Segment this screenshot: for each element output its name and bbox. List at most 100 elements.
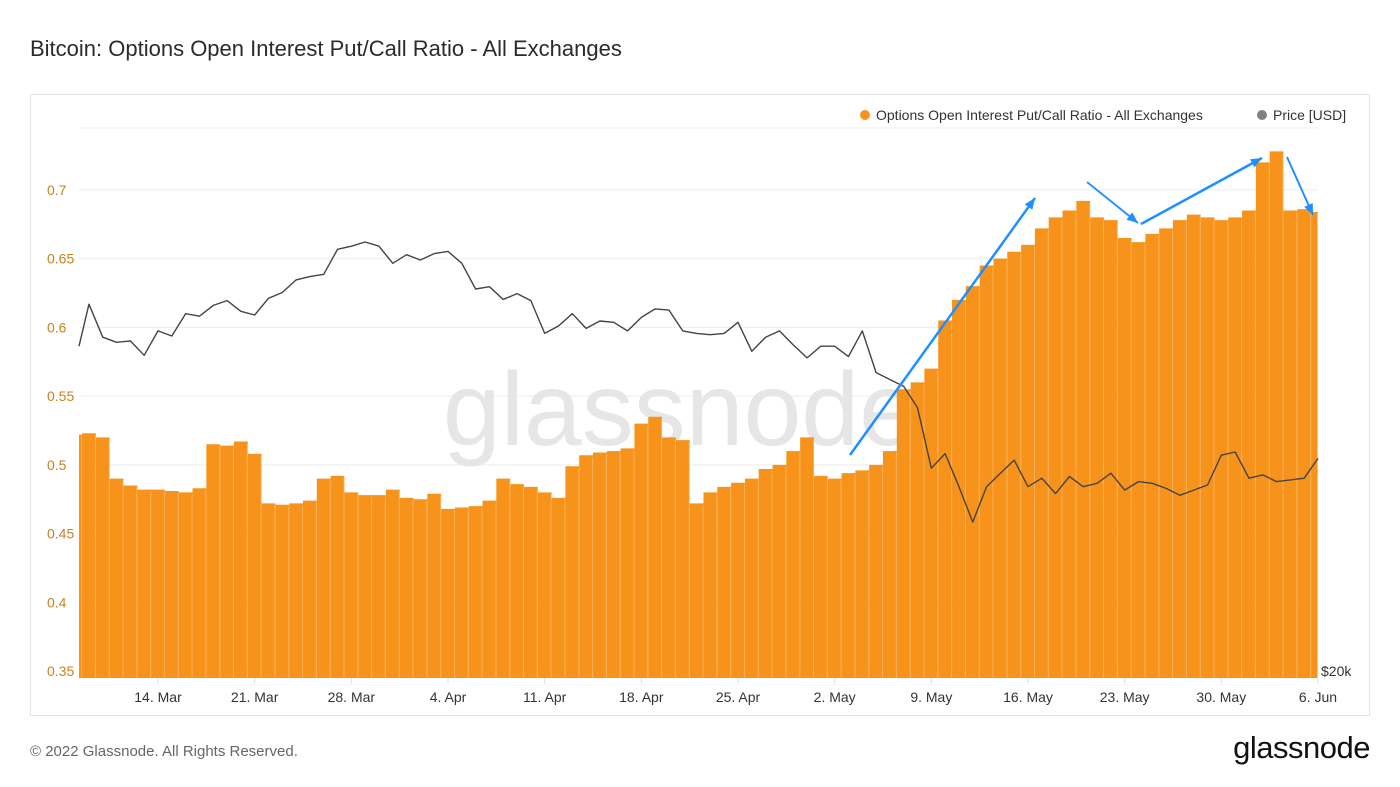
ratio-bar [841, 473, 856, 678]
ratio-bar [1297, 209, 1312, 678]
x-tick-label: 28. Mar [328, 689, 376, 705]
ratio-bar [523, 486, 538, 678]
annotation-arrow [1140, 156, 1263, 226]
ratio-bar [1048, 217, 1063, 678]
x-tick-label: 4. Apr [430, 689, 467, 705]
x-tick-label: 18. Apr [619, 689, 664, 705]
x-tick-label: 16. May [1003, 689, 1053, 705]
x-tick-label: 11. Apr [523, 689, 567, 705]
ratio-bar [952, 299, 966, 678]
arrow-head [1126, 212, 1138, 223]
ratio-bar [1159, 228, 1173, 678]
ratio-bar [1283, 210, 1298, 678]
y-tick-label: 0.45 [47, 526, 74, 542]
ratio-bar [1062, 210, 1077, 678]
ratio-bar [1311, 211, 1318, 678]
arrow-head [1024, 198, 1035, 210]
legend-item-ratio[interactable]: Options Open Interest Put/Call Ratio - A… [860, 107, 1203, 123]
ratio-bar [786, 451, 801, 678]
ratio-bar [1186, 214, 1201, 678]
ratio-bar [896, 389, 911, 678]
x-tick-label: 9. May [910, 689, 952, 705]
ratio-bar [910, 382, 925, 678]
ratio-bar [1269, 151, 1284, 678]
ratio-bar [1117, 238, 1132, 678]
ratio-bar [662, 437, 676, 678]
arrow-head [1250, 158, 1262, 168]
ratio-bar [441, 508, 455, 678]
ratio-bar [1242, 210, 1256, 678]
page-title: Bitcoin: Options Open Interest Put/Call … [30, 36, 622, 61]
ratio-bar [178, 492, 193, 678]
legend-label-ratio: Options Open Interest Put/Call Ratio - A… [876, 107, 1203, 123]
ratio-bar [261, 503, 276, 678]
glassnode-logo: glassnode [1233, 730, 1370, 765]
ratio-bar [316, 478, 331, 678]
ratio-bar [675, 440, 690, 678]
ratio-bar [192, 488, 207, 678]
ratio-bar [1076, 200, 1091, 678]
ratio-bar [1103, 220, 1118, 678]
ratio-bar [510, 484, 524, 678]
ratio-bar [565, 466, 580, 678]
ratio-bar [344, 492, 359, 678]
x-tick-label: 30. May [1196, 689, 1246, 705]
right-axis-label: $20k [1321, 663, 1352, 679]
ratio-bar [137, 489, 152, 678]
y-tick-label: 0.7 [47, 182, 67, 198]
ratio-bar [979, 265, 994, 678]
x-tick-label: 21. Mar [231, 689, 279, 705]
ratio-bar [303, 500, 317, 678]
y-tick-label: 0.65 [47, 251, 74, 267]
legend-item-price[interactable]: Price [USD] [1257, 107, 1346, 123]
ratio-bar [164, 491, 179, 678]
ratio-bar [1007, 251, 1022, 678]
copyright-footer: © 2022 Glassnode. All Rights Reserved. [30, 743, 298, 760]
ratio-bar [289, 503, 303, 678]
ratio-bar [1173, 220, 1187, 678]
ratio-bar [620, 448, 635, 678]
x-tick-label: 23. May [1100, 689, 1150, 705]
ratio-bar [965, 286, 980, 678]
y-tick-label: 0.35 [47, 663, 74, 679]
ratio-bar [220, 445, 234, 678]
ratio-bar [206, 444, 221, 678]
y-tick-label: 0.5 [47, 457, 67, 473]
ratio-bar [372, 495, 386, 678]
x-tick-label: 6. Jun [1299, 689, 1337, 705]
ratio-bar [399, 497, 414, 678]
ratio-bar [593, 452, 607, 678]
ratio-bar [551, 497, 566, 678]
ratio-bar [703, 492, 718, 678]
ratio-bar [758, 469, 773, 678]
ratio-bar [82, 433, 96, 678]
ratio-bar [1034, 228, 1049, 678]
ratio-bar [648, 416, 663, 678]
legend-dot-gray [1257, 110, 1267, 120]
ratio-bar [689, 503, 704, 678]
ratio-bar [1131, 242, 1146, 678]
ratio-bar [1021, 244, 1035, 678]
ratio-bar [496, 478, 511, 678]
ratio-bar [744, 478, 759, 678]
ratio-bar [358, 495, 373, 678]
ratio-bar [1145, 233, 1160, 678]
ratio-bar [413, 499, 428, 678]
y-tick-label: 0.6 [47, 319, 67, 335]
ratio-bar [427, 493, 442, 678]
ratio-bar [1090, 217, 1104, 678]
ratio-bar [109, 478, 124, 678]
ratio-bar [151, 489, 165, 678]
ratio-bar [1214, 220, 1229, 678]
price-line [78, 241, 1319, 523]
ratio-bar [79, 434, 83, 678]
ratio-bar [827, 478, 842, 678]
ratio-bar [95, 437, 110, 678]
ratio-bar [537, 492, 552, 678]
y-tick-label: 0.55 [47, 388, 74, 404]
y-tick-label: 0.4 [47, 594, 67, 610]
ratio-bar [579, 455, 593, 678]
chart-frame [30, 94, 1370, 716]
ratio-bar [924, 368, 939, 678]
